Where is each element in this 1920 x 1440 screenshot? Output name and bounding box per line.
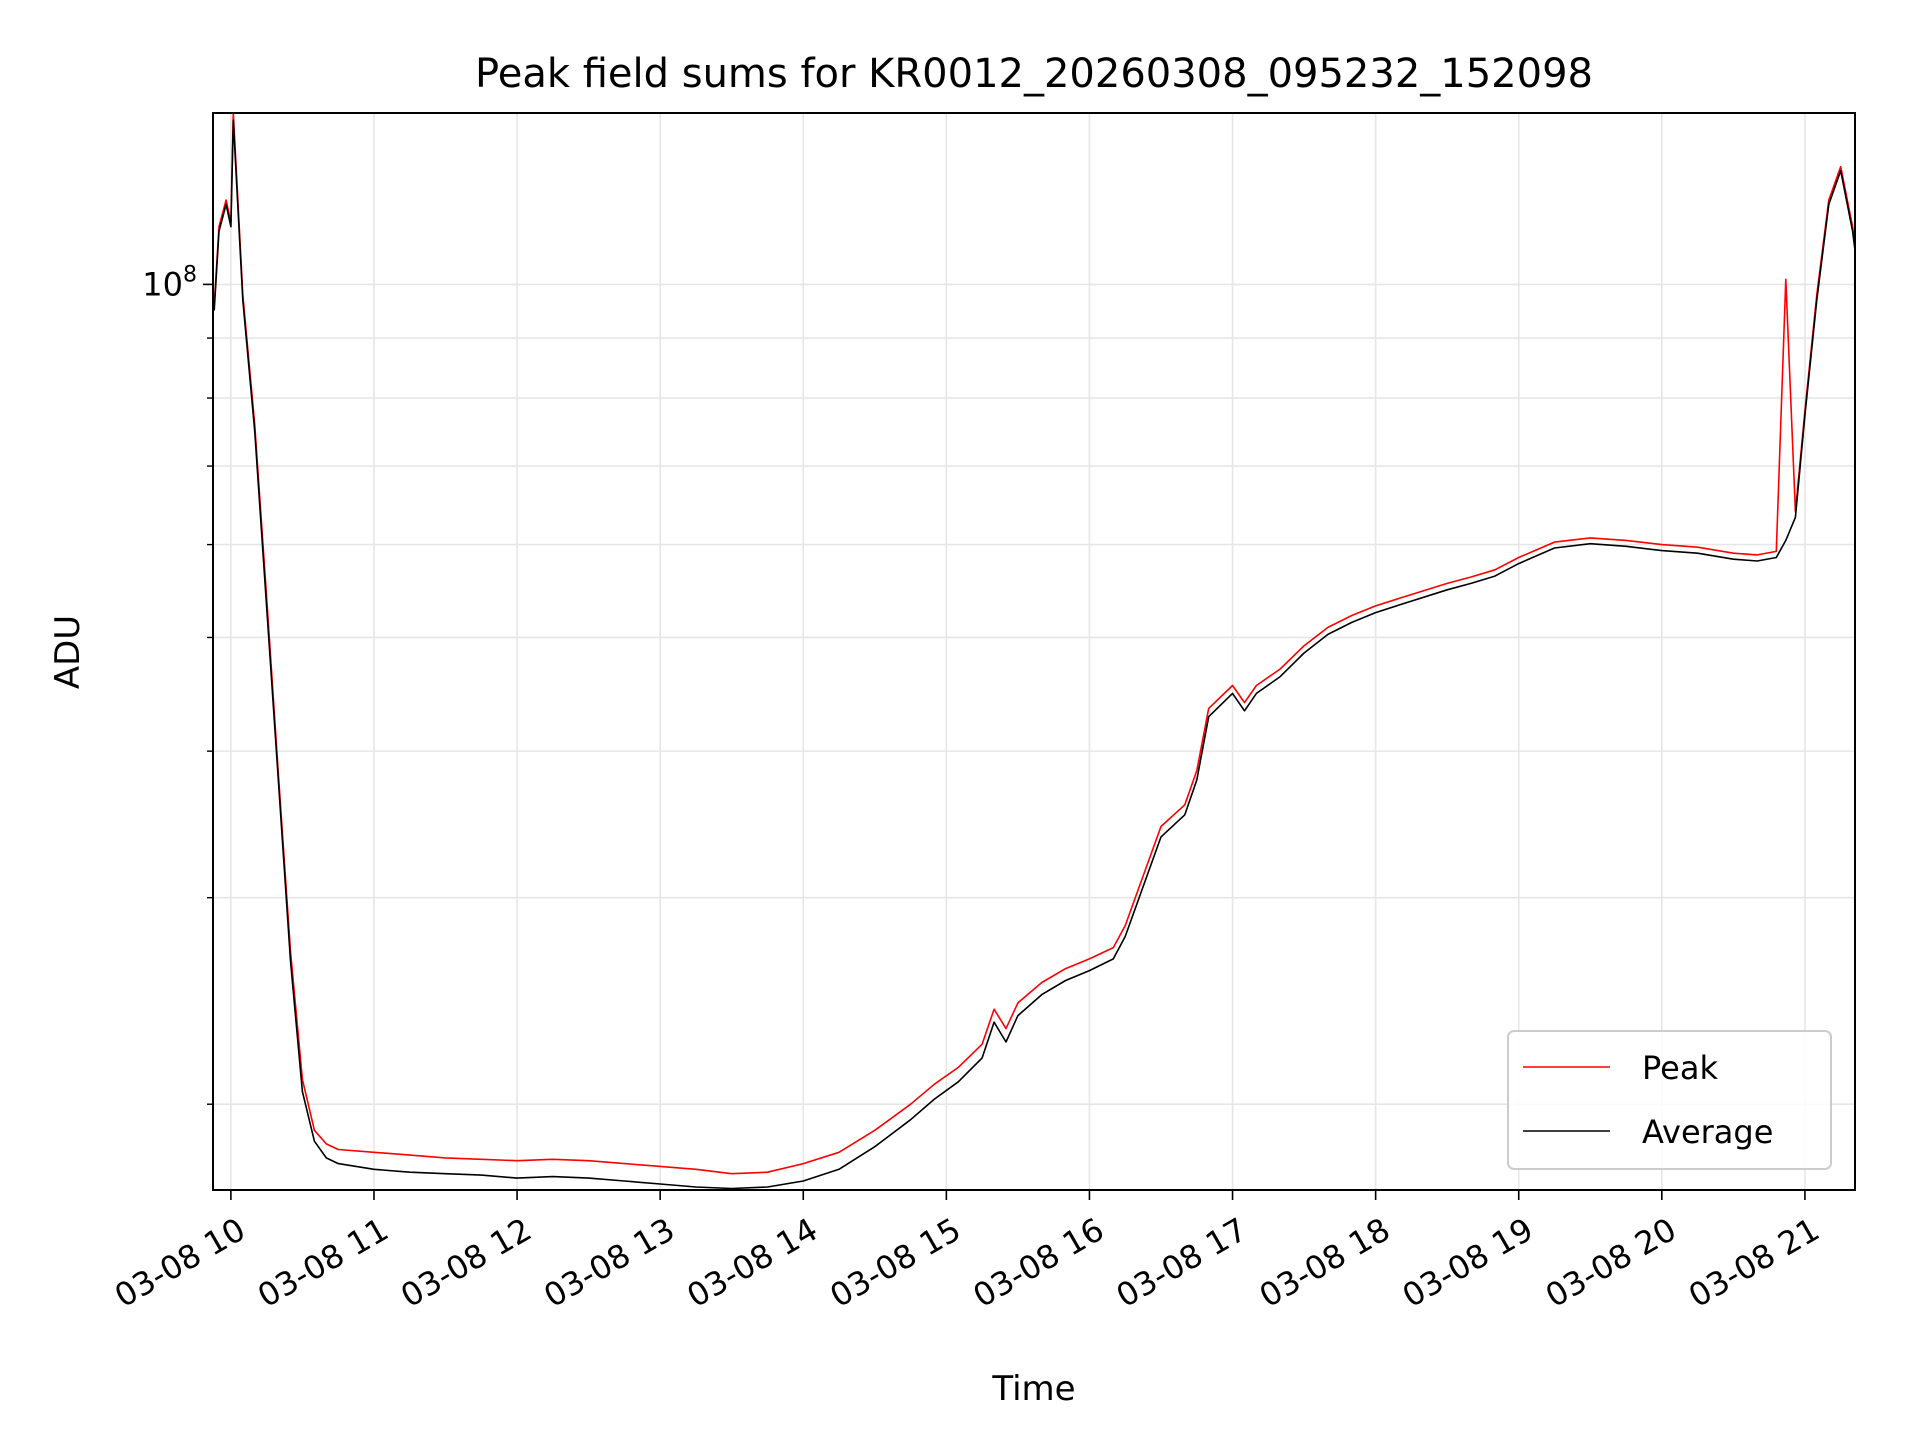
series-line-peak bbox=[213, 113, 1855, 1175]
grid bbox=[213, 113, 1855, 1190]
x-tick-label: 03-08 11 bbox=[251, 1210, 395, 1315]
x-tick-label: 03-08 16 bbox=[967, 1210, 1111, 1315]
y-tick-label: 108 bbox=[142, 262, 197, 303]
x-tick-label: 03-08 20 bbox=[1539, 1210, 1683, 1315]
series-layer bbox=[213, 113, 1855, 1190]
x-tick-label: 03-08 10 bbox=[108, 1210, 252, 1315]
axes-frame bbox=[212, 112, 1856, 1191]
x-tick-label: 03-08 14 bbox=[680, 1210, 824, 1315]
x-tick-label: 03-08 13 bbox=[537, 1210, 681, 1315]
x-tick-label: 03-08 17 bbox=[1110, 1210, 1254, 1315]
legend-label-peak: Peak bbox=[1642, 1049, 1718, 1087]
chart-title: Peak field sums for KR0012_20260308_0952… bbox=[475, 51, 1593, 97]
x-tick-label: 03-08 18 bbox=[1253, 1210, 1397, 1315]
x-axis-label: Time bbox=[991, 1369, 1075, 1409]
x-tick-label: 03-08 12 bbox=[394, 1210, 538, 1315]
x-tick-label: 03-08 21 bbox=[1682, 1210, 1826, 1315]
legend-label-average: Average bbox=[1642, 1113, 1773, 1151]
y-tick-label-exponent: 8 bbox=[183, 262, 197, 287]
y-tick-label-base: 10 bbox=[142, 265, 183, 303]
x-tick-label: 03-08 19 bbox=[1396, 1210, 1540, 1315]
y-axis-label: ADU bbox=[48, 615, 88, 689]
legend: Peak Average bbox=[1507, 1030, 1832, 1170]
series-line-average bbox=[213, 119, 1855, 1190]
legend-box bbox=[1507, 1030, 1832, 1170]
x-tick-label: 03-08 15 bbox=[824, 1210, 968, 1315]
